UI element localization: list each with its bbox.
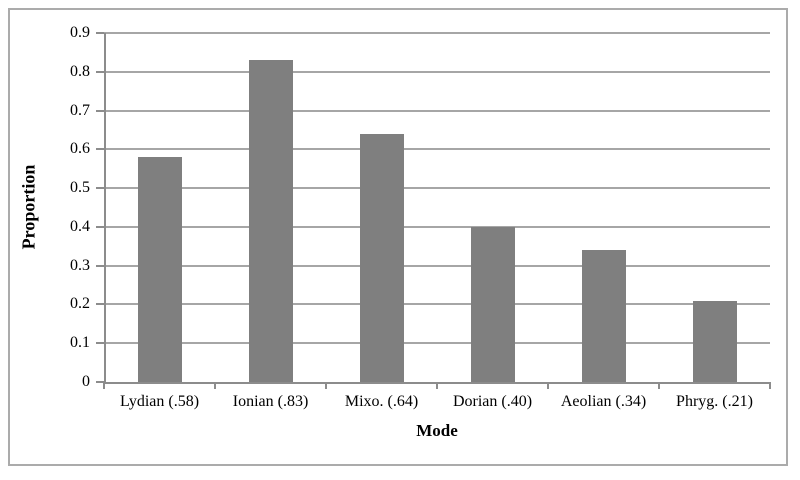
y-axis-tick <box>96 381 104 383</box>
y-axis-tick <box>96 303 104 306</box>
y-axis-tick <box>96 109 104 112</box>
y-tick-label: 0.2 <box>70 295 90 313</box>
y-axis-tick <box>96 225 104 228</box>
x-axis-tick <box>546 382 549 389</box>
x-axis-tick <box>769 382 771 389</box>
x-axis-tick <box>103 382 105 389</box>
x-category-labels: Lydian (.58) Ionian (.83) Mixo. (.64) Doria… <box>104 392 770 414</box>
x-axis-tick <box>213 382 216 389</box>
y-axis-tick <box>96 342 104 345</box>
y-tick-label: 0.5 <box>70 179 90 197</box>
y-tick-label: 0.1 <box>70 334 90 352</box>
gridline <box>104 148 770 151</box>
y-tick-label: 0.3 <box>70 256 90 274</box>
y-axis-title: Proportion <box>18 164 39 250</box>
bar <box>692 300 737 382</box>
figure-border <box>8 8 788 466</box>
bar <box>359 133 404 382</box>
gridline <box>104 70 770 73</box>
y-tick-label: 0.7 <box>70 101 90 119</box>
x-category-label: Dorian (.40) <box>452 393 533 410</box>
x-category-label: Mixo. (.64) <box>344 393 419 410</box>
x-category-label: Lydian (.58) <box>119 393 200 410</box>
gridline <box>104 264 770 267</box>
y-tick-label: 0 <box>82 373 90 390</box>
y-tick-label: 0.8 <box>70 62 90 80</box>
y-tick-label: 0.9 <box>70 24 90 41</box>
gridline <box>104 225 770 228</box>
gridline <box>104 109 770 112</box>
bar <box>137 157 182 382</box>
y-axis-tick <box>96 187 104 190</box>
bar <box>581 250 626 382</box>
x-axis-tick <box>324 382 327 389</box>
x-category-label: Ionian (.83) <box>232 393 309 410</box>
plot-area: 0 0.1 0.2 0.3 0.4 0.5 0.6 0.7 0.8 0.9 <box>70 25 771 390</box>
x-axis-tick <box>436 382 438 389</box>
x-axis-tick <box>658 382 660 389</box>
x-category-label: Phryg. (.21) <box>676 393 753 410</box>
y-axis-line <box>104 33 106 384</box>
y-axis-tick <box>96 264 104 267</box>
bar <box>248 60 293 382</box>
x-axis-line <box>104 382 770 384</box>
gridline <box>104 32 770 34</box>
bar <box>470 226 515 382</box>
gridline <box>104 342 770 345</box>
y-axis-tick <box>96 32 104 34</box>
y-tick-label: 0.6 <box>70 140 90 158</box>
x-axis-title: Mode <box>416 421 458 440</box>
gridline <box>104 187 770 190</box>
x-category-label: Aeolian (.34) <box>560 393 647 410</box>
y-axis-tick <box>96 70 104 73</box>
gridline <box>104 303 770 306</box>
y-axis-tick <box>96 148 104 151</box>
y-tick-label: 0.4 <box>70 217 90 235</box>
